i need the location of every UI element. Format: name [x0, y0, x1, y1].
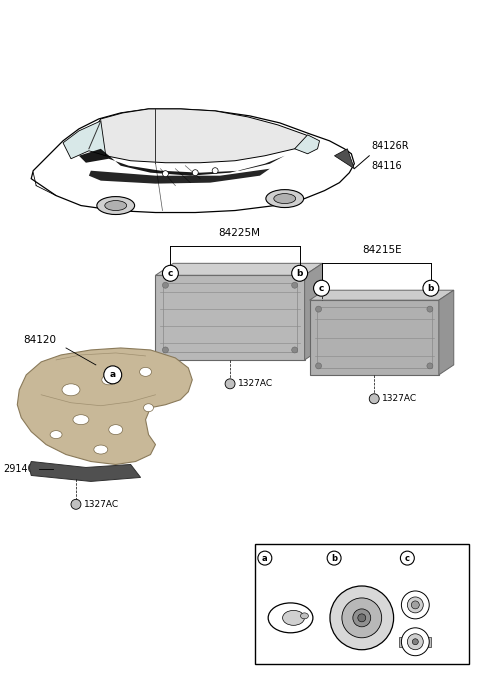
- Ellipse shape: [266, 189, 304, 208]
- Ellipse shape: [50, 430, 62, 439]
- Circle shape: [330, 586, 394, 650]
- Text: 1043EA: 1043EA: [433, 600, 468, 610]
- Polygon shape: [156, 275, 305, 360]
- Circle shape: [369, 394, 379, 404]
- Circle shape: [423, 280, 439, 296]
- Polygon shape: [156, 263, 323, 275]
- Text: 1327AC: 1327AC: [238, 380, 273, 388]
- Text: 1327AC: 1327AC: [84, 500, 119, 509]
- Circle shape: [353, 609, 371, 627]
- Circle shape: [162, 282, 168, 288]
- Text: c: c: [168, 269, 173, 278]
- Polygon shape: [29, 462, 141, 481]
- Circle shape: [401, 591, 429, 619]
- Circle shape: [292, 282, 298, 288]
- Text: 29140B: 29140B: [3, 464, 41, 475]
- Polygon shape: [79, 149, 285, 176]
- Text: 84215E: 84215E: [362, 245, 401, 255]
- Text: 1042AA: 1042AA: [433, 638, 468, 646]
- Circle shape: [104, 366, 122, 384]
- Circle shape: [292, 347, 298, 353]
- Circle shape: [315, 363, 322, 369]
- Text: b: b: [297, 269, 303, 278]
- FancyBboxPatch shape: [423, 637, 431, 646]
- Circle shape: [292, 265, 308, 281]
- Text: b: b: [331, 553, 337, 563]
- Text: 1327AC: 1327AC: [382, 394, 417, 403]
- Ellipse shape: [102, 375, 116, 385]
- Circle shape: [192, 170, 198, 176]
- Ellipse shape: [140, 367, 152, 376]
- Circle shape: [225, 379, 235, 389]
- Polygon shape: [310, 290, 454, 300]
- Ellipse shape: [105, 200, 127, 210]
- Ellipse shape: [62, 384, 80, 396]
- Ellipse shape: [109, 424, 123, 435]
- Ellipse shape: [274, 194, 296, 204]
- Ellipse shape: [73, 415, 89, 424]
- Circle shape: [408, 597, 423, 613]
- Circle shape: [313, 280, 329, 296]
- Circle shape: [258, 551, 272, 565]
- Circle shape: [400, 551, 414, 565]
- Polygon shape: [310, 300, 439, 375]
- Text: c: c: [319, 284, 324, 293]
- Text: b: b: [428, 284, 434, 293]
- Text: a: a: [109, 370, 116, 380]
- Text: 84120: 84120: [23, 335, 56, 345]
- Polygon shape: [305, 263, 323, 360]
- Polygon shape: [439, 290, 454, 375]
- Circle shape: [71, 499, 81, 509]
- Text: 84126R: 84126R: [371, 141, 409, 151]
- Text: a: a: [262, 553, 268, 563]
- Ellipse shape: [144, 404, 154, 411]
- Ellipse shape: [300, 613, 309, 619]
- Polygon shape: [335, 149, 354, 168]
- Circle shape: [212, 168, 218, 174]
- Circle shape: [162, 265, 179, 281]
- Circle shape: [427, 363, 433, 369]
- FancyBboxPatch shape: [399, 637, 408, 646]
- Circle shape: [315, 306, 322, 312]
- Circle shape: [408, 634, 423, 650]
- Polygon shape: [31, 109, 354, 213]
- Circle shape: [162, 170, 168, 177]
- Circle shape: [342, 598, 382, 638]
- Polygon shape: [17, 348, 192, 464]
- FancyBboxPatch shape: [255, 544, 468, 663]
- Ellipse shape: [97, 197, 134, 215]
- Circle shape: [411, 601, 420, 609]
- Circle shape: [427, 306, 433, 312]
- Text: 84225M: 84225M: [218, 228, 260, 238]
- Polygon shape: [89, 168, 270, 183]
- Ellipse shape: [94, 445, 108, 454]
- Text: 84147: 84147: [277, 553, 308, 563]
- Circle shape: [401, 628, 429, 656]
- Text: 84116: 84116: [371, 161, 402, 170]
- Circle shape: [412, 639, 418, 645]
- Circle shape: [327, 551, 341, 565]
- Text: 84136: 84136: [346, 553, 377, 563]
- Circle shape: [162, 347, 168, 353]
- Polygon shape: [85, 109, 318, 163]
- Ellipse shape: [268, 603, 313, 633]
- Polygon shape: [63, 121, 106, 159]
- Text: c: c: [405, 553, 410, 563]
- Circle shape: [358, 614, 366, 622]
- Ellipse shape: [283, 610, 304, 625]
- Polygon shape: [295, 135, 320, 153]
